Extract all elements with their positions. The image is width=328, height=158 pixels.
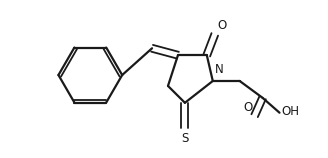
Text: S: S xyxy=(181,131,189,145)
Text: O: O xyxy=(218,19,227,32)
Text: N: N xyxy=(215,63,224,76)
Text: O: O xyxy=(243,101,253,114)
Text: OH: OH xyxy=(281,105,299,118)
